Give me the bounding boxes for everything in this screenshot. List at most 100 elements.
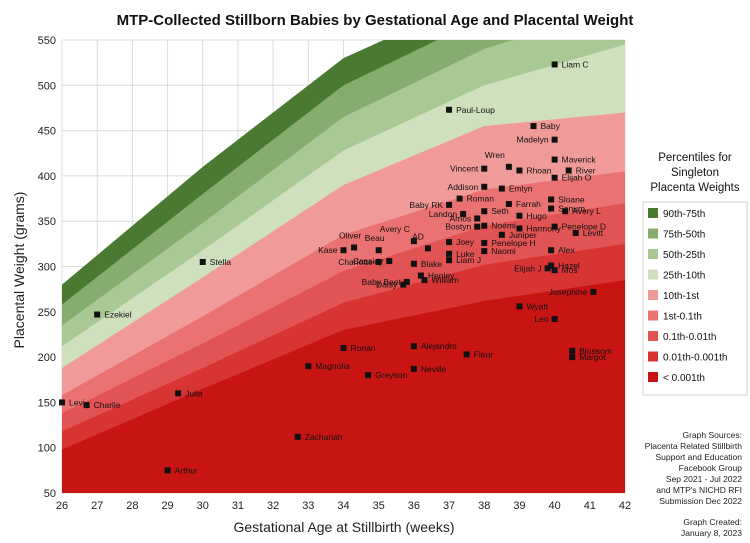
chart-title: MTP-Collected Stillborn Babies by Gestat… — [117, 12, 634, 29]
data-point — [548, 205, 555, 212]
data-point-label: Fleur — [474, 349, 494, 359]
data-point — [375, 258, 382, 265]
data-point — [305, 363, 312, 370]
data-point — [516, 225, 523, 232]
data-point-label: Josephine — [549, 287, 588, 297]
y-tick-label: 550 — [38, 35, 56, 47]
data-point-label: Maverick — [562, 155, 597, 165]
data-point-label: Baby — [541, 121, 561, 131]
data-point — [410, 260, 417, 267]
data-point-label: River — [576, 165, 596, 175]
y-tick-label: 400 — [38, 171, 56, 183]
x-tick-label: 37 — [443, 500, 455, 512]
data-point — [544, 265, 551, 272]
x-tick-label: 39 — [513, 500, 525, 512]
data-point — [505, 163, 512, 170]
data-point — [59, 399, 65, 406]
data-point-label: Blake — [421, 259, 443, 269]
data-point — [340, 345, 347, 352]
data-point-label: Amos — [449, 213, 471, 223]
data-point-label: Levi — [69, 397, 85, 407]
data-point — [446, 239, 453, 246]
data-point-label: Avery C — [380, 224, 410, 234]
data-point-label: Bostyn — [445, 222, 471, 232]
data-point — [548, 247, 555, 254]
data-point — [569, 347, 576, 354]
legend-label: 10th-1st — [663, 291, 699, 302]
data-point-label: Liam C — [562, 59, 589, 69]
data-point — [481, 222, 488, 229]
data-point — [481, 183, 488, 190]
data-point-label: Ronan — [351, 343, 376, 353]
data-point-label: Juniper — [509, 230, 537, 240]
data-point-label: Cassidy — [353, 256, 384, 266]
y-tick-label: 300 — [38, 262, 56, 274]
x-tick-label: 34 — [337, 500, 349, 512]
source-line: Facebook Group — [679, 463, 743, 473]
legend-label: < 0.001th — [663, 373, 705, 384]
y-tick-label: 100 — [38, 443, 56, 455]
x-axis-ticks: 26 27 28 29 30 31 32 33 34 35 36 37 38 39 40 41 42 — [56, 500, 631, 512]
data-point — [551, 136, 558, 143]
source-line: and MTP's NICHD RFI — [656, 485, 742, 495]
data-point — [83, 402, 90, 409]
legend-swatch — [648, 290, 658, 300]
y-tick-label: 50 — [44, 488, 56, 500]
data-point — [463, 351, 470, 358]
data-point-label: Neville — [421, 364, 447, 374]
data-point-label: Charlotte — [338, 257, 373, 267]
legend-label: 50th-25th — [663, 250, 705, 261]
data-point — [175, 390, 182, 397]
x-tick-label: 42 — [619, 500, 631, 512]
data-point-label: Margot — [579, 352, 606, 362]
legend-label: 1st-0.1th — [663, 312, 702, 323]
data-point-label: Addison — [448, 182, 479, 192]
data-point — [460, 210, 467, 217]
data-point-label: Greyson — [375, 370, 407, 380]
data-point — [481, 239, 488, 246]
data-point-label: Sonum — [558, 204, 585, 214]
data-point-label: Roman — [467, 194, 495, 204]
data-point-label: Avery L — [572, 206, 601, 216]
legend-swatch — [648, 351, 658, 362]
data-point-label: Hazel — [558, 261, 580, 271]
data-point-label: Farrah — [516, 199, 541, 209]
percentile-bands — [62, 40, 625, 493]
data-point-label: Penelope D — [562, 222, 606, 232]
data-point — [481, 248, 488, 255]
data-point-label: Arthur — [175, 465, 198, 475]
data-point-label: Liam J — [456, 255, 481, 265]
data-point — [498, 185, 505, 192]
data-point — [410, 238, 417, 245]
data-point-label: AD — [412, 231, 424, 241]
data-point-label: Alex — [558, 245, 575, 255]
data-point — [481, 208, 488, 215]
data-point-label: Elijah J — [514, 263, 541, 273]
data-point — [569, 354, 576, 361]
data-point-label: Paul-Loup — [456, 105, 495, 115]
data-point-label: Wyatt — [526, 301, 548, 311]
data-point-label: Seth — [491, 206, 509, 216]
legend: Percentiles for Singleton Placenta Weights… — [642, 152, 748, 396]
data-point — [474, 223, 481, 230]
data-point — [548, 262, 555, 269]
data-point-label: Vincent — [450, 164, 479, 174]
data-point — [375, 247, 382, 254]
x-tick-label: 31 — [232, 500, 244, 512]
data-point — [410, 365, 417, 372]
y-axis-ticks: 50 100 150 200 250 300 350 400 450 500 550 — [38, 35, 56, 500]
data-point-label: Alejandro — [421, 341, 457, 351]
data-point-label: Henley — [428, 271, 455, 281]
legend-swatch — [648, 372, 658, 382]
legend-label: 25th-10th — [663, 271, 705, 282]
data-point — [340, 247, 347, 254]
data-point — [403, 278, 410, 285]
graph-sources: Graph Sources:Placenta Related Stillbirt… — [645, 430, 743, 538]
data-point — [417, 272, 424, 279]
legend-swatch — [648, 228, 658, 239]
x-tick-label: 40 — [549, 500, 561, 512]
x-tick-label: 30 — [197, 500, 209, 512]
data-point-label: Stella — [210, 257, 232, 267]
source-line: Graph Sources: — [682, 430, 742, 440]
